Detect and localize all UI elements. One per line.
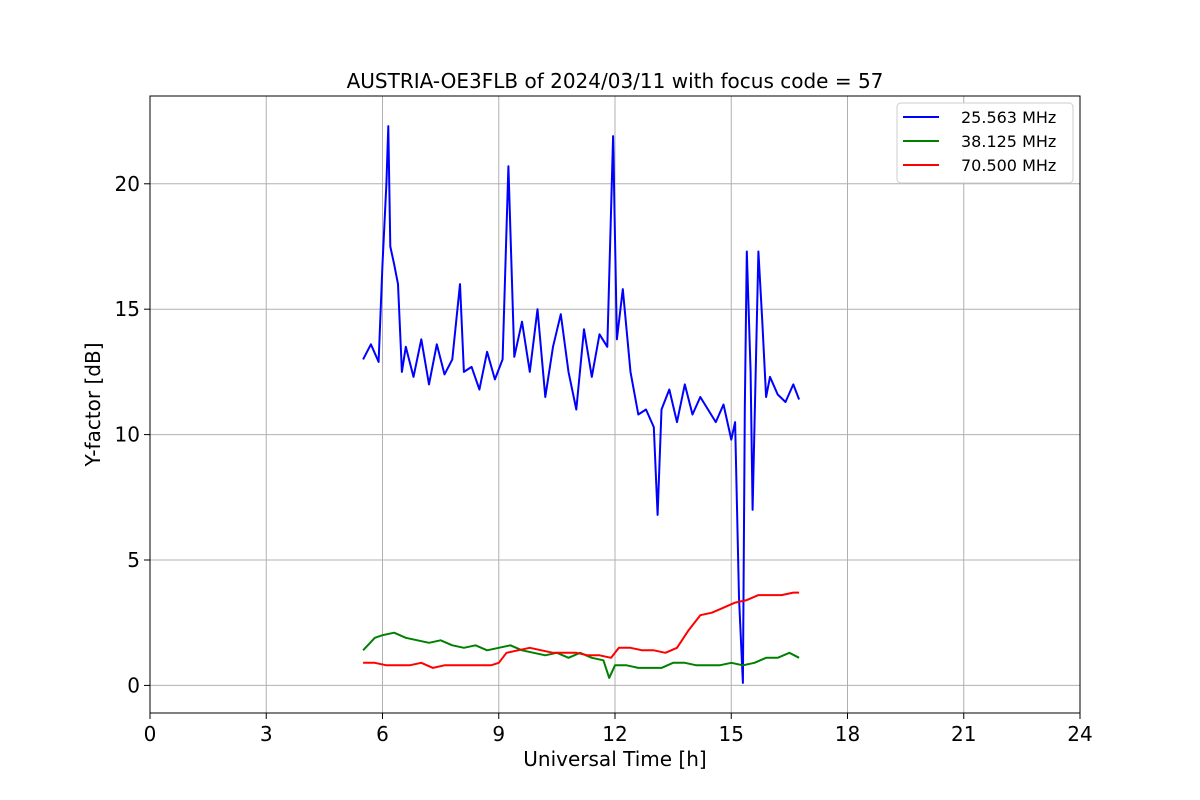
- y-tick-label: 15: [115, 297, 140, 321]
- x-tick-label: 21: [951, 722, 976, 746]
- y-axis-label: Y-factor [dB]: [81, 342, 105, 467]
- chart-title: AUSTRIA-OE3FLB of 2024/03/11 with focus …: [347, 69, 884, 93]
- legend-label: 70.500 MHz: [961, 156, 1056, 175]
- x-tick-label: 18: [835, 722, 860, 746]
- y-tick-label: 20: [115, 172, 140, 196]
- y-tick-label: 10: [115, 423, 140, 447]
- y-tick-label: 0: [127, 673, 140, 697]
- series-line-70-500-mhz: [363, 591, 800, 669]
- x-tick-label: 3: [260, 722, 273, 746]
- series-line-25-563-mhz: [362, 125, 801, 684]
- legend: 25.563 MHz 38.125 MHz 70.500 MHz: [896, 102, 1074, 184]
- plot-layer: [362, 125, 801, 684]
- x-tick-label: 15: [719, 722, 744, 746]
- tick-layer: 0 3 6 9 12 15 18 21 24 0 5 10 15 20: [115, 172, 1093, 746]
- x-axis-label: Universal Time [h]: [523, 747, 706, 771]
- grid-layer: [149, 96, 1081, 713]
- y-tick-label: 5: [127, 548, 140, 572]
- x-tick-label: 12: [602, 722, 627, 746]
- legend-box: [896, 102, 1074, 184]
- x-tick-label: 6: [376, 722, 389, 746]
- x-tick-label: 24: [1067, 722, 1092, 746]
- x-tick-label: 9: [492, 722, 505, 746]
- x-tick-label: 0: [144, 722, 157, 746]
- series-line-38-125-mhz: [362, 631, 800, 679]
- legend-label: 25.563 MHz: [961, 108, 1056, 127]
- legend-label: 38.125 MHz: [961, 132, 1056, 151]
